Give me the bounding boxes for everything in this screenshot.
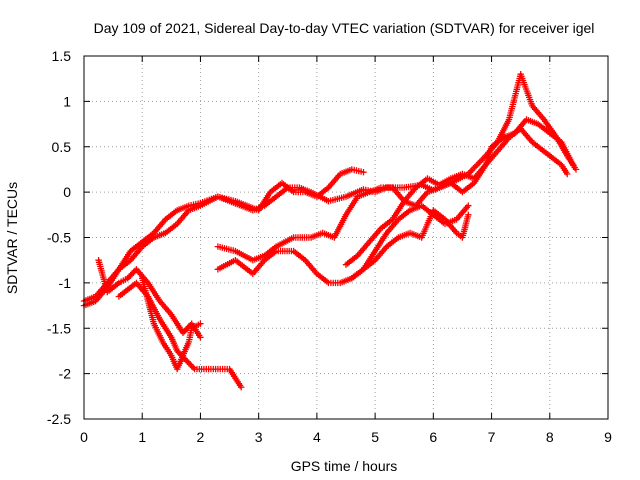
x-tick-label: 7 xyxy=(488,429,496,445)
x-tick-label: 0 xyxy=(80,429,88,445)
plot-frame xyxy=(83,55,609,420)
y-tick-label: -1.5 xyxy=(47,320,71,336)
data-series-5 xyxy=(139,275,204,373)
y-tick-label: -0.5 xyxy=(47,230,71,246)
series-markers xyxy=(348,207,472,282)
y-tick-label: 1.5 xyxy=(52,48,72,64)
x-tick-label: 5 xyxy=(371,429,379,445)
series-group xyxy=(80,71,580,391)
series-markers xyxy=(342,116,577,268)
y-tick-label: 0 xyxy=(63,184,71,200)
x-tick-label: 8 xyxy=(546,429,554,445)
y-tick-label: 0.5 xyxy=(52,139,72,155)
chart-title: Day 109 of 2021, Sidereal Day-to-day VTE… xyxy=(94,20,595,36)
x-tick-label: 4 xyxy=(313,429,321,445)
data-series-3 xyxy=(95,257,204,341)
y-tick-label: -1 xyxy=(59,275,72,291)
data-series-6 xyxy=(214,125,571,264)
y-tick-label: -2.5 xyxy=(47,411,71,427)
data-series-1 xyxy=(80,71,580,309)
grid xyxy=(84,56,608,419)
data-series-9 xyxy=(348,207,472,282)
series-markers xyxy=(80,71,580,309)
ticks xyxy=(83,55,609,420)
y-axis-title: SDTVAR / TECUs xyxy=(4,182,20,294)
series-line xyxy=(83,72,577,307)
x-tick-label: 1 xyxy=(138,429,146,445)
y-tick-label: -2 xyxy=(59,366,72,382)
tick-labels: 0 1 2 3 4 5 6 7 8 9 -2.5 -2 -1.5 -1 -0.5 0 0.5 1 1.5 xyxy=(47,48,612,445)
x-tick-label: 3 xyxy=(255,429,263,445)
series-markers xyxy=(139,275,204,373)
x-tick-label: 6 xyxy=(429,429,437,445)
data-series-8 xyxy=(342,116,577,268)
y-tick-label: 1 xyxy=(63,93,71,109)
x-tick-label: 9 xyxy=(604,429,612,445)
series-markers xyxy=(214,125,571,264)
x-tick-label: 2 xyxy=(197,429,205,445)
x-axis-title: GPS time / hours xyxy=(291,458,398,474)
